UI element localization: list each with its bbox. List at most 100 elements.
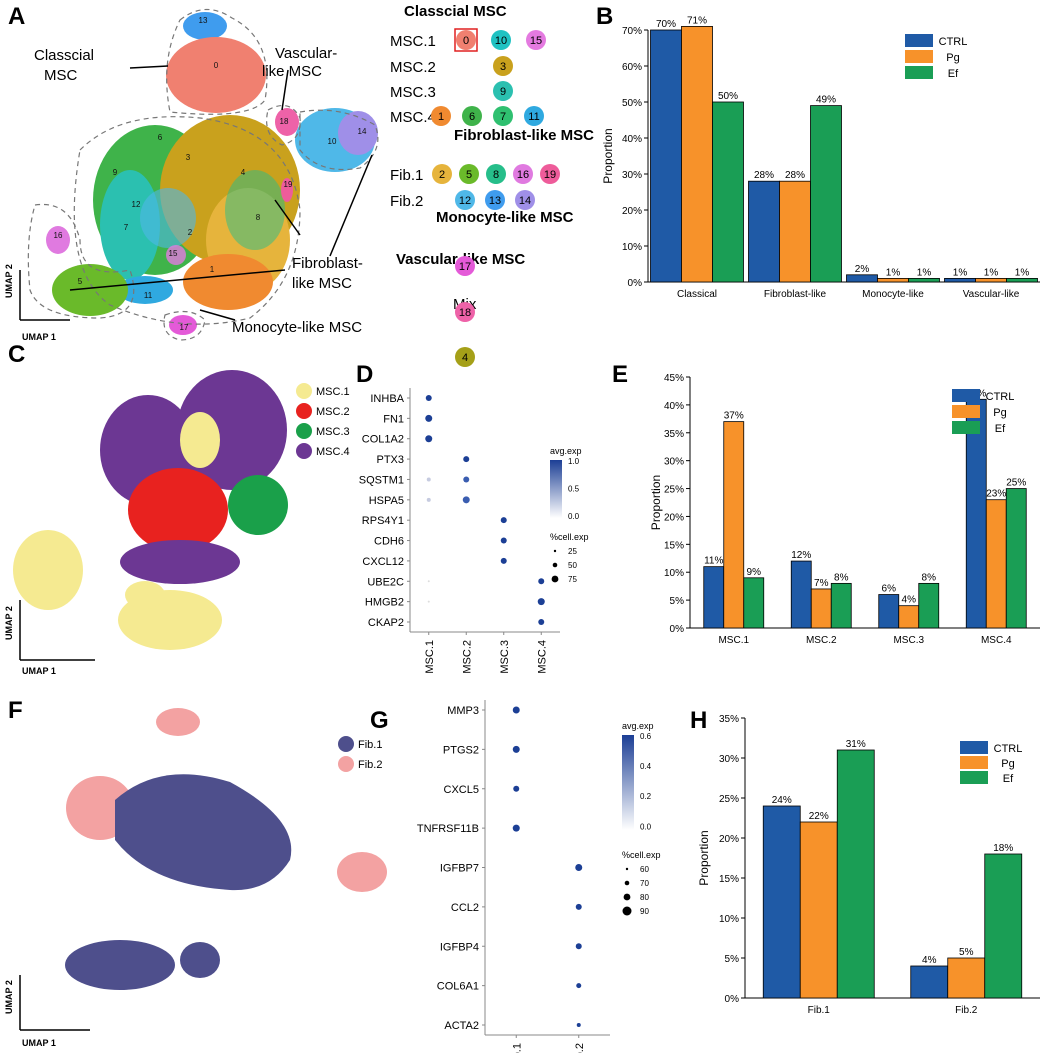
g-dot-5: [575, 903, 582, 910]
cluster-1-blob: [183, 254, 273, 310]
legend-a-cluster-num-16: 16: [517, 169, 529, 181]
legend-f-label-fib2: Fib.2: [358, 759, 382, 771]
legend-f-label-fib1: Fib.1: [358, 739, 382, 751]
e-bar-label-ef-3: 25%: [1006, 478, 1026, 489]
legend-a-cluster-num-5: 5: [466, 169, 472, 181]
panel-label-d: D: [356, 361, 373, 388]
b-bar-ctrl-1: [748, 180, 780, 283]
legend-f-swatch-fib1: [338, 736, 354, 752]
h-legend-label-pg: Pg: [1001, 758, 1014, 770]
d-colorbar-tick-0: 1.0: [568, 457, 580, 466]
e-bar-label-ctrl-1: 12%: [791, 550, 811, 561]
umap-clusters-a: [46, 12, 378, 335]
b-legend-label-pg: Pg: [946, 52, 959, 64]
g-size-dot-0: [625, 867, 629, 871]
annotation-monocyte: Monocyte-like MSC: [232, 319, 362, 336]
legend-c: MSC.1 MSC.2 MSC.3 MSC.4: [296, 383, 350, 459]
b-bar-pg-3: [975, 277, 1007, 283]
g-colorbar-title: avg.exp: [622, 721, 654, 731]
cluster-19-blob: [281, 178, 293, 202]
legend-a-row-label-5: Fib.2: [390, 193, 423, 210]
legend-a-cluster-num-0: 0: [463, 35, 469, 47]
legend-a-cluster-num-7: 7: [500, 111, 506, 123]
b-ytick-label-1: 10%: [622, 242, 642, 253]
panel-label-c: C: [8, 341, 25, 368]
b-bar-label-pg-0: 71%: [687, 15, 707, 26]
cluster-5-blob: [52, 264, 128, 316]
b-bar-label-ef-2: 1%: [917, 267, 932, 278]
h-ytick-label-1: 5%: [725, 954, 740, 965]
d-dot-5: [463, 476, 470, 483]
annotation-classical: Classcial MSC: [34, 47, 98, 84]
d-dot-6: [426, 497, 431, 502]
d-group-label-2: MSC.3: [499, 640, 511, 674]
umap-x-label-a: UMAP 1: [22, 332, 56, 342]
cluster-12-blob: [140, 188, 196, 248]
cluster-14-blob: [338, 111, 378, 155]
cluster-16-blob: [46, 226, 70, 254]
legend-c-label-msc4: MSC.4: [316, 446, 350, 458]
b-xtick-label-2: Monocyte-like: [862, 289, 924, 300]
outline-18: [266, 104, 301, 146]
h-bar-ctrl-0: [762, 805, 801, 999]
cluster-7-blob: [100, 170, 160, 280]
legend-a-cluster-dot-7: [493, 106, 513, 126]
h-ylabel: Proportion: [697, 830, 711, 885]
f-region-fib1-bottom-right: [180, 942, 220, 978]
umap-y-label-a: UMAP 2: [4, 264, 14, 298]
d-size-dot-0: [553, 549, 557, 553]
legend-a-cluster-dot-16: [513, 164, 533, 184]
b-ytick-label-0: 0%: [628, 278, 643, 289]
e-legend-swatch-ef: [952, 421, 980, 434]
arrow-classical: [129, 65, 169, 69]
b-bar-pg-2: [877, 277, 909, 283]
arrow-fibro-left: [69, 269, 286, 291]
e-xtick-label-1: MSC.2: [806, 635, 837, 646]
cluster-number-0: 0: [214, 61, 219, 70]
outline-monocyte: [163, 310, 206, 341]
arrow-fibro: [274, 199, 301, 236]
b-ytick-label-5: 50%: [622, 98, 642, 109]
c-region-msc2: [128, 468, 228, 552]
d-gene-label-4: SQSTM1: [359, 474, 404, 486]
h-ytick-label-3: 15%: [719, 874, 739, 885]
e-bar-label-ctrl-2: 6%: [882, 584, 897, 595]
g-gene-label-6: IGFBP4: [440, 941, 479, 953]
d-dot-3: [463, 456, 470, 463]
umap-axes-a: [19, 270, 70, 321]
legend-a-cluster-num-8: 8: [493, 169, 499, 181]
e-ytick-label-8: 40%: [664, 401, 684, 412]
f-region-fib2-top: [156, 708, 200, 736]
cluster-17-blob: [169, 315, 197, 335]
g-dot-3: [512, 824, 520, 832]
b-bar-pg-1: [779, 180, 811, 283]
h-bar-label-pg-0: 22%: [809, 811, 829, 822]
e-legend-label-ef: Ef: [995, 423, 1006, 435]
g-colorbar-tick-3: 0.0: [640, 822, 652, 831]
e-bar-ctrl-0: [703, 566, 725, 629]
legend-c-swatch-msc4: [296, 443, 312, 459]
g-gene-label-1: PTGS2: [443, 744, 479, 756]
d-size-tick-1: 50: [568, 561, 577, 570]
b-bar-label-pg-3: 1%: [984, 267, 999, 278]
e-bar-label-ctrl-0: 11%: [704, 556, 723, 567]
b-xtick-label-1: Fibroblast-like: [764, 289, 827, 300]
panel-label-g: G: [370, 707, 389, 734]
g-size-tick-1: 70: [640, 879, 649, 888]
g-gene-label-4: IGFBP7: [440, 863, 479, 875]
e-bar-ctrl-2: [878, 594, 900, 629]
e-ytick-label-4: 20%: [664, 512, 684, 523]
h-bar-pg-1: [947, 957, 986, 999]
e-ytick-label-7: 35%: [664, 429, 684, 440]
outline-classical: [166, 8, 268, 115]
panel-f-umap: UMAP 1 UMAP 2 Fib.1 Fib.2: [4, 708, 387, 1048]
d-dot-12: [538, 578, 545, 585]
e-bar-ef-3: [1005, 488, 1027, 629]
g-colorbar-tick-0: 0.6: [640, 732, 652, 741]
legend-a-row-label-3: MSC.4: [390, 109, 436, 126]
h-legend-swatch-ef: [960, 771, 988, 784]
d-gene-label-3: PTX3: [376, 454, 404, 466]
d-colorbar-tick-2: 0.0: [568, 512, 580, 521]
legend-c-label-msc1: MSC.1: [316, 386, 350, 398]
